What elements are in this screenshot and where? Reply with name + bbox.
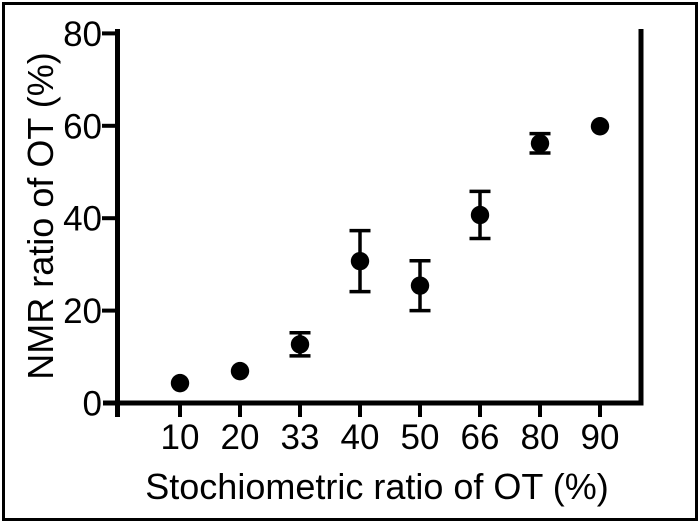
x-tick-label: 80 <box>521 418 560 457</box>
y-tick-label: 40 <box>63 200 102 239</box>
x-tick-label: 66 <box>461 418 500 457</box>
y-tick-label: 80 <box>63 15 102 54</box>
data-point <box>350 251 370 271</box>
data-point <box>530 134 550 153</box>
x-tick-label: 40 <box>341 418 380 457</box>
y-axis-title: NMR ratio of OT (%) <box>20 52 61 379</box>
data-point <box>230 361 250 381</box>
axes: 0 20 40 60 80 10 20 33 40 50 66 80 90 <box>63 15 644 457</box>
data-point <box>410 276 430 295</box>
data-points <box>170 117 610 393</box>
x-tick-label: 20 <box>221 418 260 457</box>
x-tick-label: 33 <box>281 418 320 457</box>
x-axis-title: Stochiometric ratio of OT (%) <box>145 466 608 507</box>
x-tick-label: 10 <box>161 418 200 457</box>
x-tick-label: 90 <box>581 418 620 457</box>
data-point <box>470 205 490 225</box>
x-tick-label: 50 <box>401 418 440 457</box>
y-tick-label: 60 <box>63 107 102 146</box>
y-tick-label: 0 <box>83 385 102 424</box>
data-point <box>170 373 190 393</box>
data-point <box>290 335 310 354</box>
data-point <box>590 117 610 136</box>
y-tick-label: 20 <box>63 292 102 331</box>
